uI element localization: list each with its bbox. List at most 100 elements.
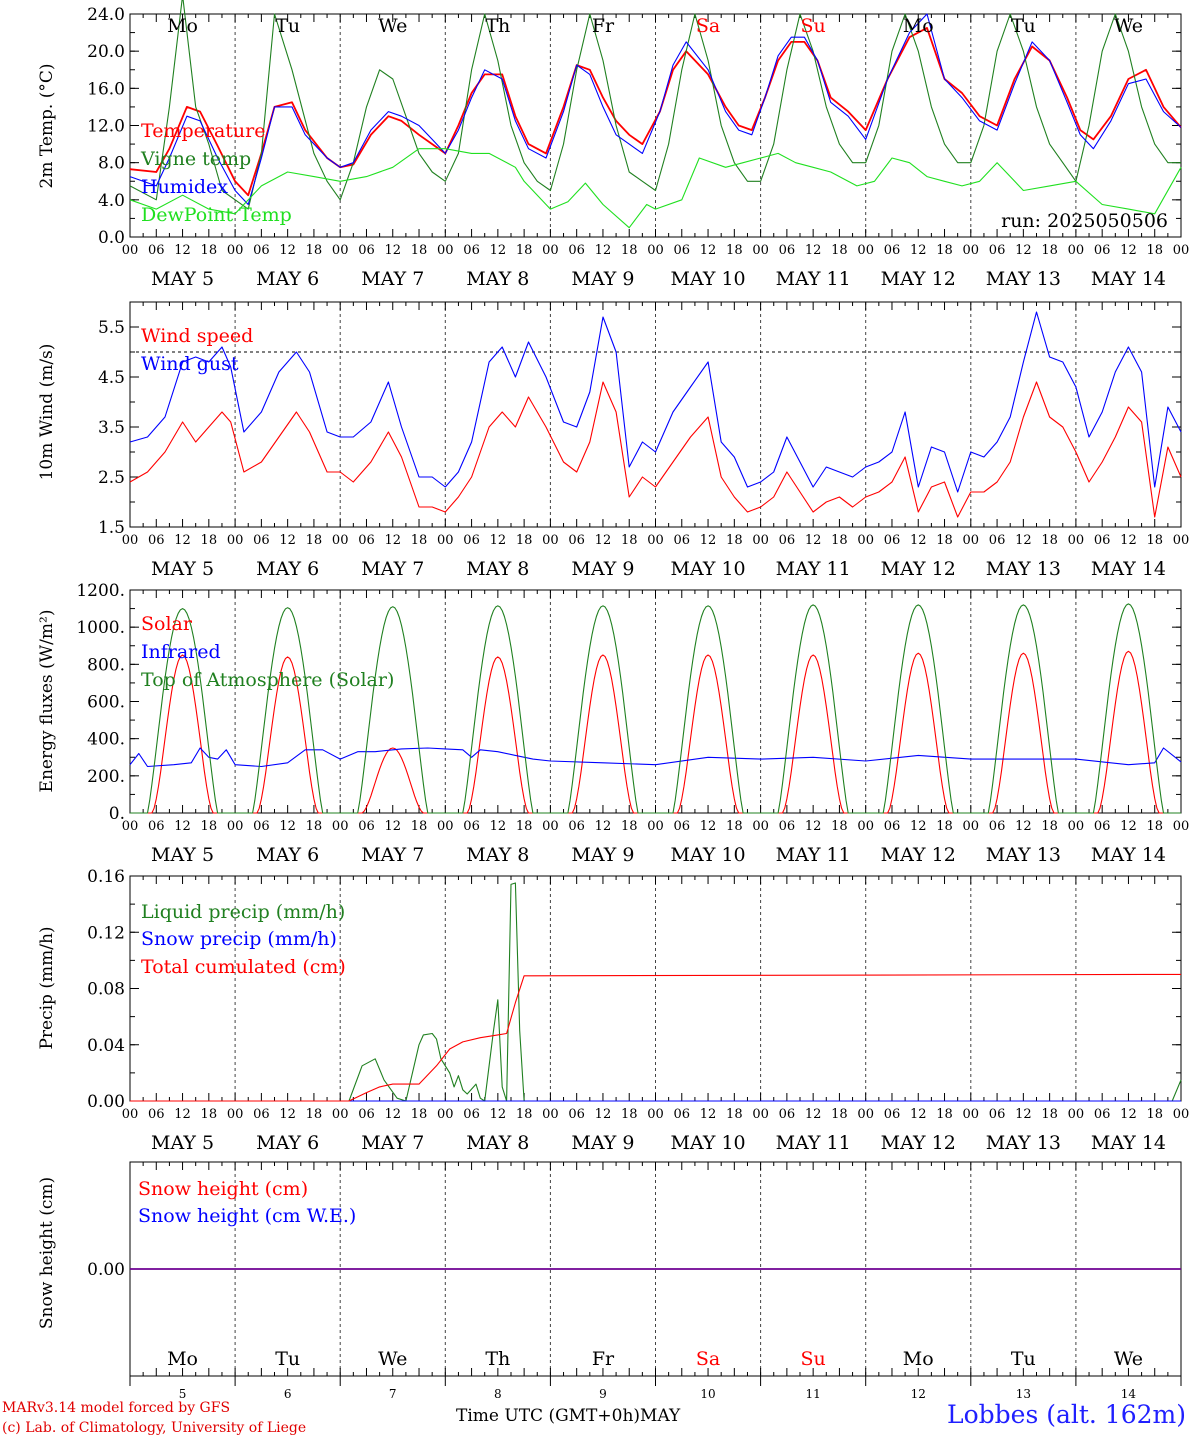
x-date-label: MAY 11 bbox=[776, 558, 851, 580]
x-date-label: MAY 10 bbox=[670, 1132, 745, 1154]
y-axis-label: Energy fluxes (W/m²) bbox=[37, 610, 57, 793]
x-hour-label: 00 bbox=[963, 819, 980, 834]
legend-entry: Wind gust bbox=[141, 353, 239, 375]
x-hour-label: 18 bbox=[201, 819, 218, 834]
x-hour-label: 12 bbox=[805, 243, 822, 258]
day-label-top: We bbox=[378, 15, 407, 37]
day-label-bottom: Tu bbox=[1011, 1348, 1036, 1370]
x-hour-label: 00 bbox=[122, 533, 139, 548]
x-hour-label: 18 bbox=[1041, 533, 1058, 548]
y-tick-label: 4.5 bbox=[98, 368, 125, 388]
x-hour-label: 12 bbox=[384, 1107, 401, 1122]
x-hour-label: 18 bbox=[306, 1107, 323, 1122]
x-hour-label: 00 bbox=[332, 533, 349, 548]
x-hour-label: 18 bbox=[621, 243, 638, 258]
x-hour-label: 18 bbox=[1146, 1107, 1163, 1122]
x-hour-label: 00 bbox=[752, 819, 769, 834]
x-date-label: MAY 10 bbox=[670, 558, 745, 580]
y-tick-label: 5.5 bbox=[98, 318, 125, 338]
series-wind-gust bbox=[129, 311, 1182, 493]
x-hour-label: 06 bbox=[884, 243, 901, 258]
x-hour-label: 06 bbox=[989, 243, 1006, 258]
x-hour-label: 00 bbox=[1068, 819, 1085, 834]
x-hour-label: 12 bbox=[805, 1107, 822, 1122]
y-tick-label: 200. bbox=[87, 767, 125, 787]
day-label-top: We bbox=[1114, 15, 1143, 37]
day-label-bottom: Fr bbox=[592, 1348, 615, 1370]
y-tick-label: 0.08 bbox=[87, 980, 125, 1000]
x-hour-label: 06 bbox=[1094, 1107, 1111, 1122]
y-axis-label: Snow height (cm) bbox=[37, 1177, 57, 1329]
x-hour-label: 06 bbox=[568, 819, 585, 834]
x-date-label: MAY 10 bbox=[670, 844, 745, 866]
x-hour-label: 06 bbox=[779, 533, 796, 548]
credit-line-2: (c) Lab. of Climatology, University of L… bbox=[2, 1420, 307, 1436]
x-hour-label: 00 bbox=[542, 819, 559, 834]
x-hour-label: 12 bbox=[279, 243, 296, 258]
series-dewpoint-temp bbox=[129, 148, 1182, 229]
series-infrared bbox=[129, 747, 1182, 768]
x-hour-label: 12 bbox=[1015, 533, 1032, 548]
station-label: Lobbes (alt. 162m) bbox=[946, 1400, 1186, 1429]
x-hour-label: 18 bbox=[1041, 243, 1058, 258]
x-hour-label: 12 bbox=[384, 533, 401, 548]
x-hour-label: 06 bbox=[358, 533, 375, 548]
x-hour-label: 00 bbox=[963, 1107, 980, 1122]
x-hour-label: 00 bbox=[332, 243, 349, 258]
x-hour-label: 00 bbox=[227, 819, 244, 834]
time-axis-title: Time UTC (GMT+0h)MAY bbox=[456, 1406, 681, 1426]
x-hour-label: 06 bbox=[358, 819, 375, 834]
x-hour-label: 00 bbox=[647, 1107, 664, 1122]
x-hour-label: 18 bbox=[726, 819, 743, 834]
legend-entry: Vigne temp bbox=[140, 148, 251, 170]
x-hour-label: 06 bbox=[674, 243, 691, 258]
x-hour-label: 12 bbox=[279, 1107, 296, 1122]
x-hour-label: 00 bbox=[1173, 819, 1190, 834]
credit-line-1: MARv3.14 model forced by GFS bbox=[2, 1400, 231, 1416]
x-hour-label: 18 bbox=[831, 533, 848, 548]
x-date-label: MAY 11 bbox=[776, 1132, 851, 1154]
x-hour-label: 18 bbox=[936, 819, 953, 834]
x-date-label: MAY 12 bbox=[881, 1132, 956, 1154]
x-hour-label: 18 bbox=[1146, 533, 1163, 548]
x-hour-label: 18 bbox=[726, 1107, 743, 1122]
legend-entry: Wind speed bbox=[141, 325, 253, 347]
x-hour-label: 12 bbox=[174, 819, 191, 834]
legend-entry: Liquid precip (mm/h) bbox=[141, 901, 345, 923]
x-date-label: MAY 8 bbox=[466, 268, 529, 290]
x-hour-label: 00 bbox=[1068, 243, 1085, 258]
x-date-label: MAY 5 bbox=[151, 268, 214, 290]
x-hour-label: 06 bbox=[253, 533, 270, 548]
x-date-label: MAY 8 bbox=[466, 844, 529, 866]
x-hour-label: 12 bbox=[279, 533, 296, 548]
x-hour-label: 00 bbox=[122, 819, 139, 834]
y-tick-label: 400. bbox=[87, 730, 125, 750]
day-label-top: Tu bbox=[1011, 15, 1036, 37]
x-hour-label: 18 bbox=[516, 819, 533, 834]
x-hour-label: 06 bbox=[779, 243, 796, 258]
x-date-label: MAY 13 bbox=[986, 558, 1061, 580]
legend-entry: Humidex bbox=[141, 176, 228, 198]
x-hour-label: 06 bbox=[884, 819, 901, 834]
y-tick-label: 20.0 bbox=[87, 42, 125, 62]
legend-entry: Snow precip (mm/h) bbox=[141, 928, 337, 950]
x-hour-label: 18 bbox=[411, 243, 428, 258]
x-hour-label: 12 bbox=[1120, 243, 1137, 258]
x-hour-label: 00 bbox=[542, 1107, 559, 1122]
day-label-bottom: Mo bbox=[167, 1348, 198, 1370]
day-label-top: Sa bbox=[696, 15, 720, 37]
x-date-label: MAY 14 bbox=[1091, 558, 1166, 580]
day-number-label: 12 bbox=[911, 1387, 926, 1401]
x-hour-label: 12 bbox=[1015, 819, 1032, 834]
x-hour-label: 12 bbox=[700, 1107, 717, 1122]
x-hour-label: 18 bbox=[516, 243, 533, 258]
x-hour-label: 18 bbox=[1041, 1107, 1058, 1122]
day-label-top: Fr bbox=[592, 15, 615, 37]
x-hour-label: 00 bbox=[332, 819, 349, 834]
x-date-label: MAY 7 bbox=[361, 558, 424, 580]
day-label-bottom: We bbox=[1114, 1348, 1143, 1370]
x-date-label: MAY 11 bbox=[776, 844, 851, 866]
x-hour-label: 12 bbox=[490, 1107, 507, 1122]
legend-entry: Snow height (cm W.E.) bbox=[138, 1205, 356, 1227]
x-hour-label: 06 bbox=[463, 533, 480, 548]
